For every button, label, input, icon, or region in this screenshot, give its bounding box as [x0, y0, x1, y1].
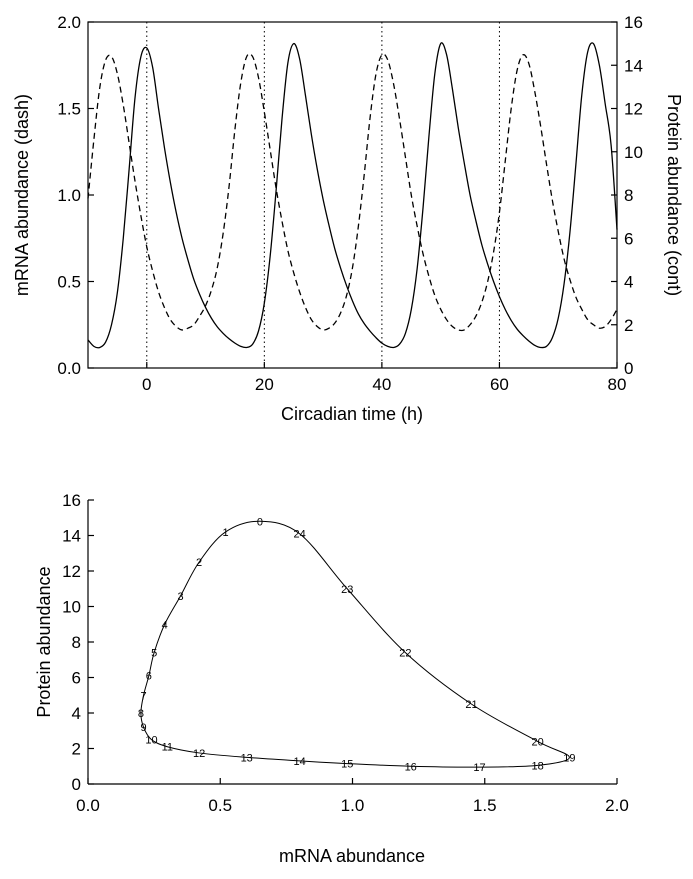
y2-tick-label: 6: [624, 229, 633, 248]
y2-tick-label: 0: [624, 359, 633, 378]
time-point-label: 7: [140, 690, 146, 702]
y2-tick-label: 8: [624, 186, 633, 205]
bottom-x-axis-ticks: 0.0 0.5 1.0 1.5 2.0: [76, 778, 629, 815]
bottom-y-axis-ticks: 0 2 4 6 8 10 12 14 16: [62, 491, 94, 794]
time-point-label: 3: [178, 591, 184, 603]
time-point-label: 24: [293, 529, 305, 541]
time-point-label: 1: [222, 527, 228, 539]
time-point-label: 17: [473, 762, 485, 774]
y-tick-label: 2.0: [57, 13, 81, 32]
y2-tick-label: 4: [624, 273, 633, 292]
y2-tick-label: 10: [624, 143, 643, 162]
x-tick-label: 0: [142, 375, 151, 394]
y-tick-label: 8: [72, 633, 81, 652]
time-point-label: 13: [241, 752, 253, 764]
time-point-label: 4: [162, 619, 168, 631]
top-x-axis-ticks: 0 20 40 60 80: [142, 362, 626, 394]
y2-tick-label: 14: [624, 56, 643, 75]
y-tick-label: 12: [62, 562, 81, 581]
top-left-y-axis-ticks: 0.0 0.5 1.0 1.5 2.0: [57, 13, 94, 378]
phase-trajectory-line: [140, 520, 570, 768]
y-tick-label: 14: [62, 527, 81, 546]
y-tick-label: 0.5: [57, 273, 81, 292]
time-point-label: 19: [563, 752, 575, 764]
y-tick-label: 10: [62, 598, 81, 617]
y-tick-label: 1.0: [57, 186, 81, 205]
x-tick-label: 40: [372, 375, 391, 394]
time-point-label: 16: [405, 761, 417, 773]
time-point-label: 23: [341, 584, 353, 596]
time-point-label: 10: [145, 735, 157, 747]
y-tick-label: 6: [72, 669, 81, 688]
y2-tick-label: 16: [624, 13, 643, 32]
time-point-label: 18: [532, 760, 544, 772]
time-point-label: 12: [193, 748, 205, 760]
x-tick-label: 2.0: [605, 796, 629, 815]
x-tick-label: 80: [608, 375, 627, 394]
x-tick-label: 1.0: [341, 796, 365, 815]
y-tick-label: 0: [72, 775, 81, 794]
x-tick-label: 20: [255, 375, 274, 394]
time-point-label: 15: [341, 759, 353, 771]
time-point-label: 9: [140, 722, 146, 734]
time-point-label: 6: [146, 671, 152, 683]
time-point-label: 20: [532, 736, 544, 748]
time-point-label: 21: [465, 699, 477, 711]
y-tick-label: 2: [72, 740, 81, 759]
time-series-chart: 0 20 40 60 80 0.00.51.01.52.0 0246810121416 …: [12, 13, 684, 424]
time-point-label: 8: [138, 708, 144, 720]
y-tick-label: 16: [62, 491, 81, 510]
top-x-axis-label: Circadian time (h): [281, 404, 423, 424]
x-tick-label: 1.5: [473, 796, 497, 815]
bottom-y-axis-label: Protein abundance: [34, 566, 54, 717]
y2-tick-label: 2: [624, 316, 633, 335]
y-tick-label: 0.0: [57, 359, 81, 378]
top-left-y-axis-label: mRNA abundance (dash): [12, 94, 32, 296]
top-series-lines: [87, 42, 618, 349]
y-tick-label: 1.5: [57, 100, 81, 119]
time-point-label: 22: [399, 648, 411, 660]
time-point-label: 14: [293, 756, 305, 768]
time-point-label: 5: [151, 648, 157, 660]
time-point-label: 0: [257, 516, 263, 528]
time-point-label: 2: [196, 557, 202, 569]
x-tick-label: 60: [490, 375, 509, 394]
x-tick-label: 0.5: [208, 796, 232, 815]
top-right-y-axis-label: Protein abundance (cont): [664, 94, 684, 296]
time-point-label: 11: [162, 742, 173, 754]
reference-lines: [146, 22, 500, 368]
x-tick-label: 0.0: [76, 796, 100, 815]
mrna-series-line: [87, 53, 618, 332]
top-plot-frame: [87, 21, 618, 369]
top-right-y-axis-ticks: 0 2 4 6 8 10 12 14 16: [611, 13, 643, 378]
y2-tick-label: 12: [624, 100, 643, 119]
bottom-x-axis-label: mRNA abundance: [279, 846, 425, 866]
y-tick-label: 4: [72, 704, 81, 723]
protein-series-line: [87, 42, 618, 349]
